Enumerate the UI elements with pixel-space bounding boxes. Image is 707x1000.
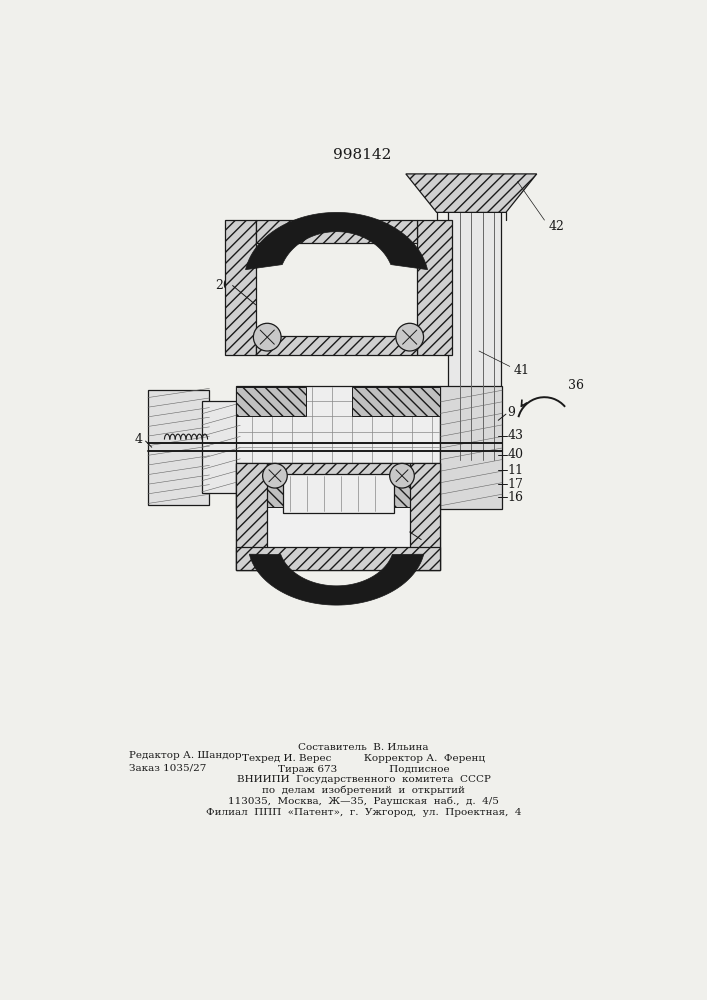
Text: 11: 11 <box>508 464 523 477</box>
Polygon shape <box>236 463 267 570</box>
Polygon shape <box>236 547 440 570</box>
Text: 41: 41 <box>514 364 530 377</box>
Text: 4: 4 <box>135 433 143 446</box>
Polygon shape <box>352 387 440 416</box>
Circle shape <box>262 463 287 488</box>
Circle shape <box>390 463 414 488</box>
Text: 17: 17 <box>508 478 523 491</box>
Text: Заказ 1035/27: Заказ 1035/27 <box>129 764 206 773</box>
Text: по  делам  изобретений  и  открытий: по делам изобретений и открытий <box>262 786 465 795</box>
Text: 9: 9 <box>421 535 429 548</box>
Polygon shape <box>225 220 256 355</box>
Text: ВНИИПИ  Государственного  комитета  СССР: ВНИИПИ Государственного комитета СССР <box>237 775 491 784</box>
Text: 998142: 998142 <box>333 148 391 162</box>
Bar <box>201 401 240 493</box>
Circle shape <box>253 323 281 351</box>
Bar <box>236 386 440 509</box>
Text: 36: 36 <box>568 379 583 392</box>
Bar <box>283 474 395 513</box>
Text: Фиг.4: Фиг.4 <box>291 587 336 601</box>
Polygon shape <box>256 336 417 355</box>
Text: 26: 26 <box>215 279 230 292</box>
Text: 42: 42 <box>549 220 564 233</box>
Polygon shape <box>440 386 502 509</box>
Polygon shape <box>417 220 452 355</box>
Text: 43: 43 <box>508 429 523 442</box>
Polygon shape <box>256 220 417 243</box>
Polygon shape <box>236 478 305 507</box>
Circle shape <box>396 323 423 351</box>
Text: Филиал  ППП  «Патент»,  г.  Ужгород,  ул.  Проектная,  4: Филиал ППП «Патент», г. Ужгород, ул. Про… <box>206 808 521 817</box>
Text: 40: 40 <box>508 448 523 461</box>
Polygon shape <box>406 174 537 212</box>
Text: Составитель  В. Ильина: Составитель В. Ильина <box>298 743 428 752</box>
Polygon shape <box>267 463 409 476</box>
Polygon shape <box>409 463 440 570</box>
Polygon shape <box>236 387 305 416</box>
Bar <box>148 389 209 505</box>
Polygon shape <box>245 212 428 270</box>
Polygon shape <box>236 463 440 570</box>
Bar <box>448 205 501 463</box>
Text: Техред И. Верес          Корректор А.  Ференц: Техред И. Верес Корректор А. Ференц <box>242 754 485 763</box>
Text: Тираж 673                Подписное: Тираж 673 Подписное <box>278 765 450 774</box>
Polygon shape <box>250 554 423 605</box>
Text: 113035,  Москва,  Ж—35,  Раушская  наб.,  д.  4/5: 113035, Москва, Ж—35, Раушская наб., д. … <box>228 797 499 806</box>
Text: 9: 9 <box>508 406 515 419</box>
Text: 16: 16 <box>508 491 523 504</box>
Polygon shape <box>352 478 440 507</box>
Text: Редактор А. Шандор: Редактор А. Шандор <box>129 751 241 760</box>
